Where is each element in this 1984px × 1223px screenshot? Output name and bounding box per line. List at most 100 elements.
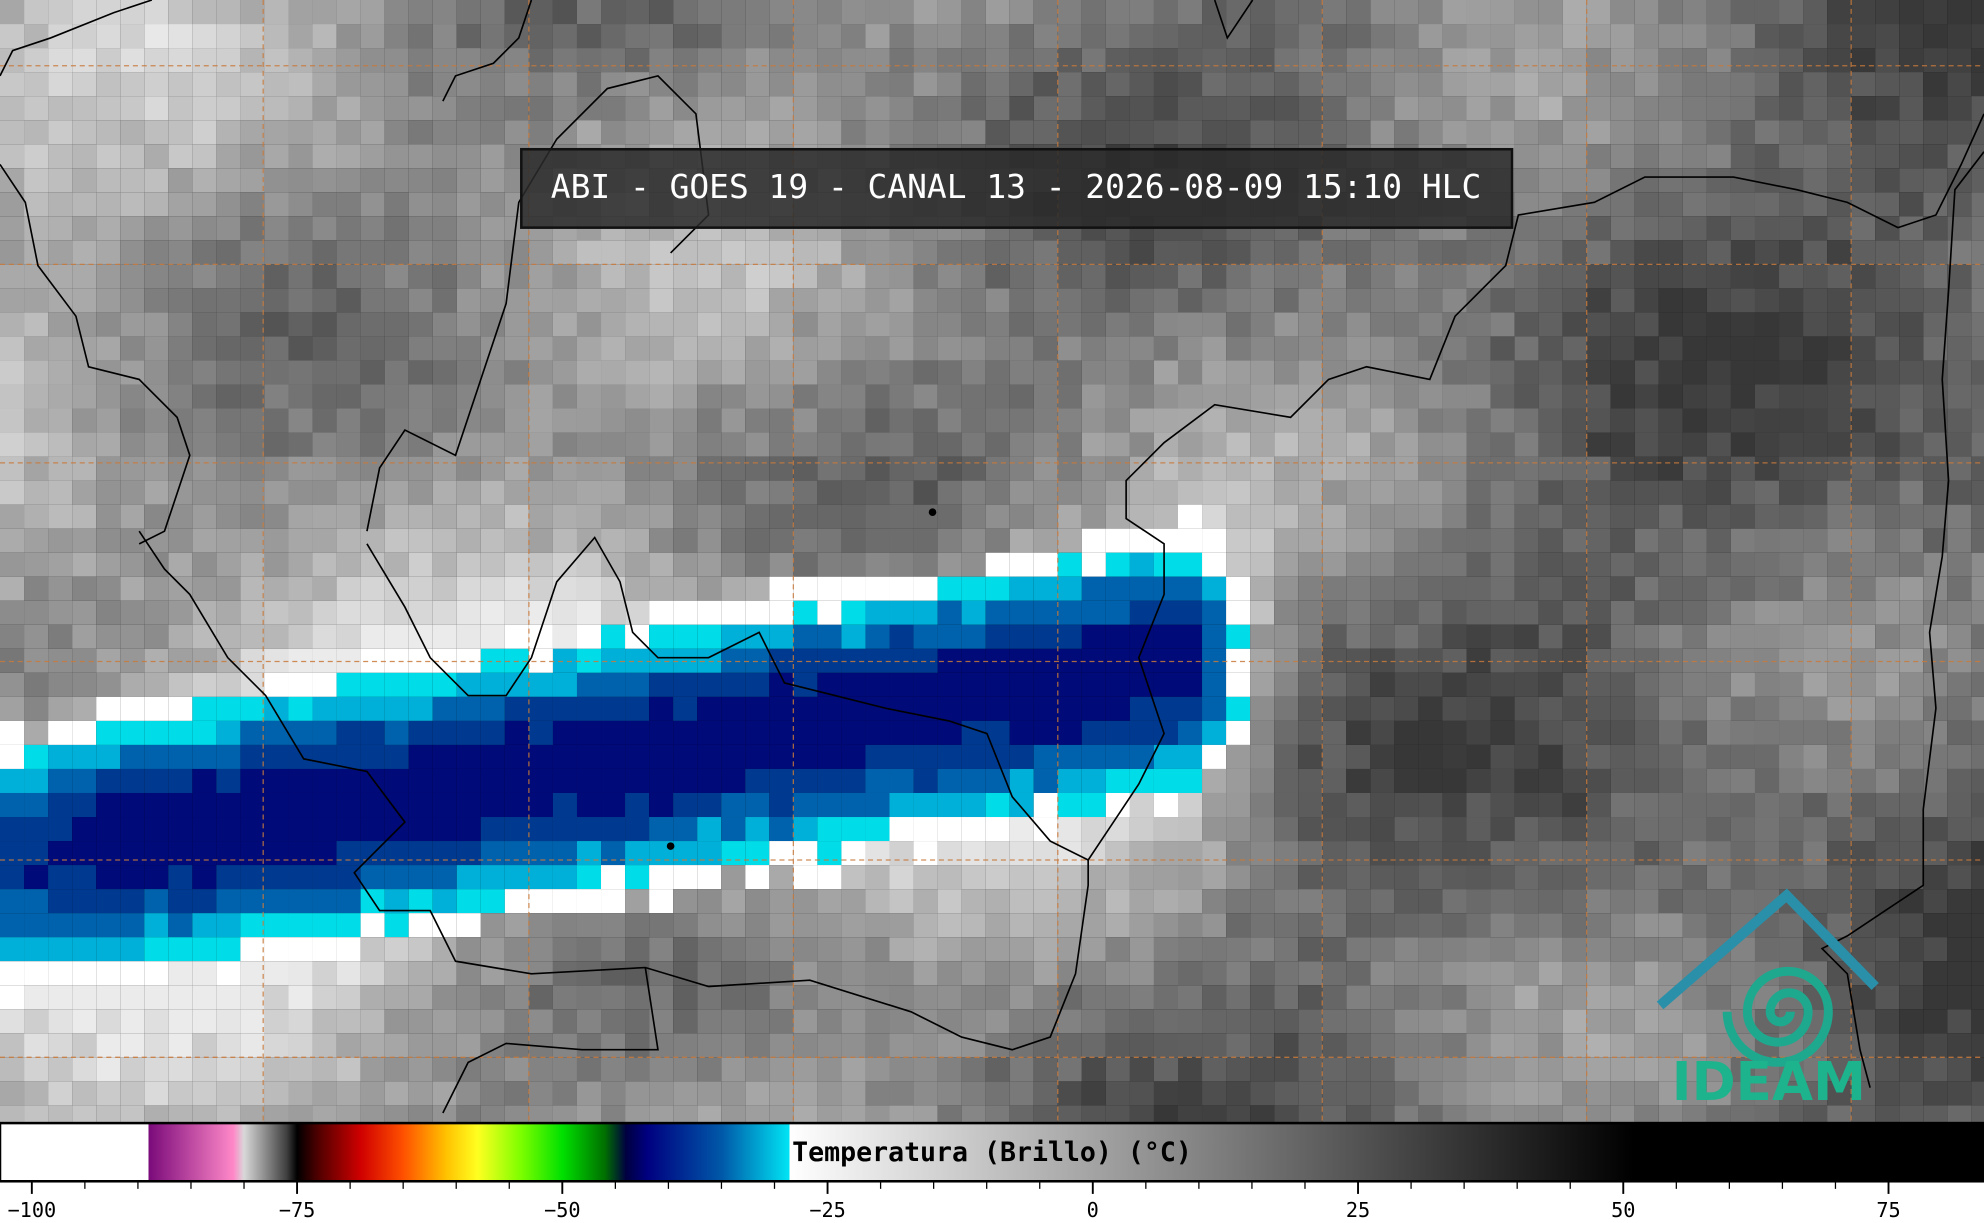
map-pixel xyxy=(1875,408,1900,433)
map-pixel xyxy=(216,552,241,577)
map-pixel xyxy=(0,889,25,914)
map-pixel xyxy=(288,528,313,553)
map-pixel xyxy=(528,288,553,313)
map-pixel xyxy=(1875,985,1900,1010)
map-pixel xyxy=(1226,312,1251,337)
map-pixel xyxy=(601,120,626,145)
map-pixel xyxy=(0,1081,25,1106)
map-pixel xyxy=(1418,456,1443,481)
map-pixel xyxy=(96,456,121,481)
map-pixel xyxy=(384,144,409,169)
map-pixel xyxy=(1923,552,1948,577)
map-pixel xyxy=(1538,817,1563,842)
map-pixel xyxy=(985,792,1010,818)
map-pixel xyxy=(312,768,337,793)
map-pixel xyxy=(96,1057,121,1082)
map-pixel xyxy=(649,504,674,529)
map-pixel xyxy=(240,672,265,697)
map-pixel xyxy=(336,672,361,697)
map-pixel xyxy=(1538,600,1563,625)
map-pixel xyxy=(240,696,265,721)
map-pixel xyxy=(576,312,602,337)
map-pixel xyxy=(913,889,938,914)
map-pixel xyxy=(1634,1081,1659,1106)
map-pixel xyxy=(745,288,770,313)
map-pixel xyxy=(1562,961,1587,986)
map-pixel xyxy=(1658,456,1683,481)
map-pixel xyxy=(72,96,97,121)
map-pixel xyxy=(649,1081,674,1106)
map-pixel xyxy=(1851,792,1876,818)
map-pixel xyxy=(1370,720,1395,745)
map-pixel xyxy=(1129,504,1154,529)
map-pixel xyxy=(1250,889,1275,914)
map-pixel xyxy=(1202,985,1227,1010)
map-pixel xyxy=(1442,408,1467,433)
map-pixel xyxy=(1730,120,1755,145)
map-pixel xyxy=(216,264,241,289)
map-pixel xyxy=(288,624,313,649)
map-pixel xyxy=(552,600,577,625)
map-pixel xyxy=(865,624,890,649)
map-pixel xyxy=(312,288,337,313)
map-pixel xyxy=(1827,120,1852,145)
map-pixel xyxy=(1514,96,1539,121)
map-pixel xyxy=(601,264,626,289)
map-pixel xyxy=(817,576,842,601)
map-pixel xyxy=(1827,312,1852,337)
map-pixel xyxy=(1923,624,1948,649)
map-pixel xyxy=(576,865,602,890)
map-pixel xyxy=(1081,792,1106,818)
map-pixel xyxy=(312,696,337,721)
map-pixel xyxy=(1851,696,1876,721)
map-pixel xyxy=(1394,24,1419,49)
map-pixel xyxy=(649,264,674,289)
map-pixel xyxy=(1418,504,1443,529)
map-pixel xyxy=(937,961,962,986)
map-pixel xyxy=(649,961,674,986)
map-pixel xyxy=(1562,744,1587,769)
map-pixel xyxy=(1899,937,1924,962)
map-pixel xyxy=(1514,384,1539,409)
map-pixel xyxy=(528,240,553,265)
map-pixel xyxy=(1442,985,1467,1010)
map-pixel xyxy=(1226,865,1251,890)
map-pixel xyxy=(1274,120,1299,145)
map-pixel xyxy=(841,1057,866,1082)
map-pixel xyxy=(865,504,890,529)
map-pixel xyxy=(48,192,73,217)
map-pixel xyxy=(336,961,361,986)
map-pixel xyxy=(601,504,626,529)
map-pixel xyxy=(961,792,986,818)
map-pixel xyxy=(1033,384,1058,409)
map-pixel xyxy=(480,744,505,769)
map-pixel xyxy=(456,768,481,793)
map-pixel xyxy=(1658,648,1683,673)
map-pixel xyxy=(865,456,890,481)
map-pixel xyxy=(673,913,698,938)
map-pixel xyxy=(1682,216,1707,241)
map-pixel xyxy=(1105,408,1130,433)
map-pixel xyxy=(937,1033,962,1058)
map-pixel xyxy=(889,648,914,673)
map-pixel xyxy=(1009,504,1034,529)
map-pixel xyxy=(961,456,986,481)
map-pixel xyxy=(1899,841,1924,866)
map-pixel xyxy=(1754,48,1780,73)
map-pixel xyxy=(576,48,602,73)
map-pixel xyxy=(1009,937,1034,962)
map-pixel xyxy=(576,744,602,769)
map-pixel xyxy=(1658,336,1683,361)
map-pixel xyxy=(1490,96,1515,121)
map-pixel xyxy=(408,937,433,962)
map-pixel xyxy=(1562,1009,1587,1034)
map-pixel xyxy=(1009,696,1034,721)
map-pixel xyxy=(1298,0,1323,25)
map-pixel xyxy=(192,264,217,289)
map-pixel xyxy=(1851,264,1876,289)
map-pixel xyxy=(408,1009,433,1034)
map-pixel xyxy=(432,889,457,914)
map-pixel xyxy=(1129,312,1154,337)
map-pixel xyxy=(985,120,1010,145)
map-pixel xyxy=(1562,817,1587,842)
